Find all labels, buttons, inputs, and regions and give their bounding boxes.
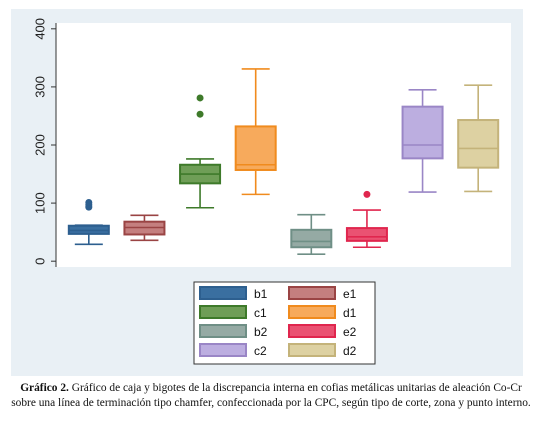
outlier-b1-2	[85, 199, 93, 207]
legend-label-c2: c2	[254, 344, 267, 358]
y-tick-label-100: 100	[33, 192, 48, 214]
chart-figure: 0 100 200 300 400 b1 e1 c1 d1 b2 e2 c2 d2	[11, 9, 523, 376]
legend-key-e1	[288, 286, 336, 300]
legend-label-e2: e2	[343, 325, 357, 339]
caption-label: Gráfico 2.	[20, 382, 69, 394]
y-tick-label-400: 400	[33, 18, 48, 40]
caption-text: Gráfico de caja y bigotes de la discrepa…	[11, 382, 531, 409]
box-plot: 0 100 200 300 400 b1 e1 c1 d1 b2 e2 c2 d2	[33, 18, 511, 365]
legend-key-b1	[199, 286, 247, 300]
legend-label-c1: c1	[254, 306, 267, 320]
box-d1	[234, 125, 277, 171]
outlier-c1-1	[196, 94, 204, 102]
y-tick-label-0: 0	[33, 258, 48, 265]
outlier-e2-0	[363, 190, 371, 198]
figure-caption: Gráfico 2. Gráfico de caja y bigotes de …	[8, 381, 534, 411]
outlier-c1-0	[196, 110, 204, 118]
legend-label-b1: b1	[254, 287, 268, 301]
legend-key-e2	[288, 324, 336, 338]
legend-label-e1: e1	[343, 287, 357, 301]
legend-key-d2	[288, 343, 336, 357]
legend-label-d2: d2	[343, 344, 357, 358]
y-tick-label-200: 200	[33, 134, 48, 156]
y-tick-label-300: 300	[33, 76, 48, 98]
box-b2	[290, 228, 333, 249]
legend-label-d1: d1	[343, 306, 357, 320]
legend-key-c1	[199, 305, 247, 319]
legend-key-b2	[199, 324, 247, 338]
legend-label-b2: b2	[254, 325, 268, 339]
legend-key-c2	[199, 343, 247, 357]
legend-key-d1	[288, 305, 336, 319]
box-e2	[345, 227, 388, 242]
box-c2	[401, 105, 444, 160]
box-d2	[457, 119, 500, 169]
